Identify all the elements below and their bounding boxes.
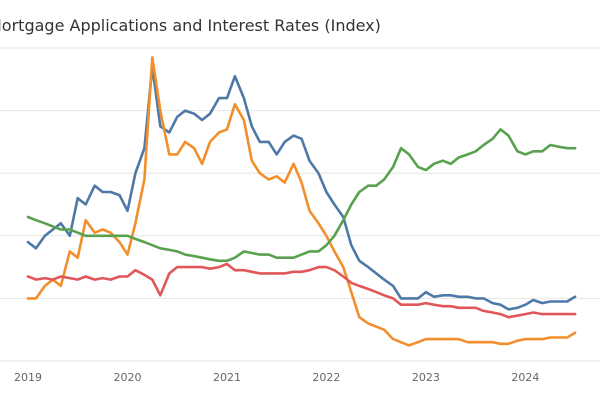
x-tick-label: 2020 bbox=[113, 371, 141, 384]
x-tick-label: 2022 bbox=[312, 371, 340, 384]
x-tick-label: 2019 bbox=[14, 371, 42, 384]
series-lines bbox=[26, 56, 577, 347]
x-tick-label: 2021 bbox=[213, 371, 241, 384]
series-line-4 bbox=[26, 262, 577, 319]
x-tick-label: 2023 bbox=[412, 371, 440, 384]
x-axis-ticks: 2019 2020 2021 2022 2023 2024 bbox=[14, 371, 539, 384]
x-tick-label: 2024 bbox=[511, 371, 539, 384]
series-line-3 bbox=[26, 128, 577, 263]
series-line-1 bbox=[26, 65, 577, 311]
gridlines bbox=[0, 47, 600, 362]
chart-title: Mortgage Applications and Interest Rates… bbox=[0, 16, 381, 35]
series-line-2 bbox=[26, 56, 577, 347]
